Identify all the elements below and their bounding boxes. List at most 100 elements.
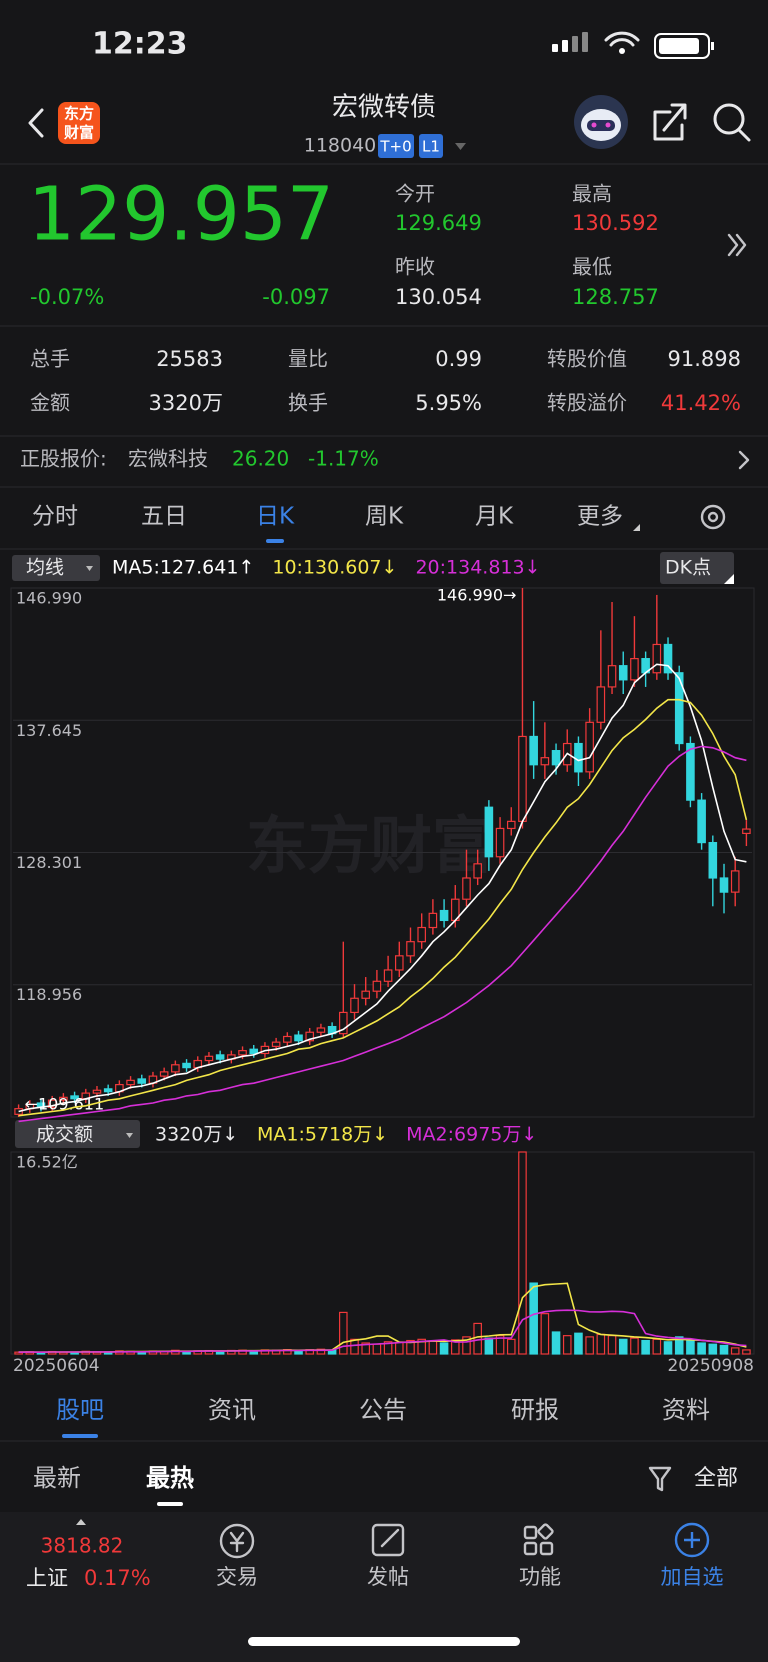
assistant-avatar[interactable]: [574, 95, 628, 149]
content-tab[interactable]: 公告: [359, 1396, 407, 1424]
volume-bar: [551, 1331, 561, 1355]
candle-body: [428, 912, 438, 929]
candle-body: [395, 955, 404, 971]
tab-underline: [266, 539, 284, 543]
content-tab[interactable]: 资讯: [208, 1396, 256, 1424]
volume-bar: [484, 1337, 494, 1355]
period-tab[interactable]: 分时: [32, 504, 78, 530]
volume-bar: [339, 1311, 348, 1355]
x-label: 20250604: [13, 1356, 100, 1376]
index-change[interactable]: 0.17%: [84, 1566, 151, 1590]
candle-body: [630, 658, 639, 681]
feed-tab[interactable]: 最热: [146, 1464, 194, 1492]
candle-body: [730, 870, 740, 893]
candle-body: [271, 1041, 281, 1047]
volume-bar: [719, 1344, 729, 1355]
stock-row-arrow[interactable]: [738, 450, 750, 470]
ma-line: [18, 663, 747, 1113]
candle-body: [14, 1108, 23, 1115]
candle-body: [618, 665, 628, 681]
stat-value: 41.42%: [661, 391, 741, 415]
y-tick-label: 118.956: [16, 985, 82, 1004]
nav-item[interactable]: 发帖: [367, 1565, 409, 1589]
y-tick-label: 146.990: [16, 589, 82, 608]
candle-body: [59, 1096, 68, 1101]
period-tab[interactable]: 日K: [256, 504, 295, 530]
badge: [378, 134, 414, 158]
x-label: 20250908: [667, 1356, 754, 1376]
status-time: 12:23: [92, 27, 188, 62]
candle-body: [171, 1064, 180, 1073]
feed-tab[interactable]: 最新: [33, 1464, 81, 1492]
period-tab[interactable]: 周K: [365, 504, 404, 530]
nav-item[interactable]: 功能: [519, 1565, 561, 1589]
high-annotation: 146.990→: [437, 586, 517, 605]
index-value[interactable]: 3818.82: [41, 1534, 124, 1558]
nav-item[interactable]: 加自选: [661, 1565, 724, 1589]
candle-body: [518, 735, 527, 822]
watermark: 东方财富: [246, 809, 494, 882]
feed-tabs: 最新 最热: [33, 1464, 194, 1506]
low-label: 最低: [572, 255, 612, 279]
candle-body: [585, 721, 594, 773]
candle-body: [383, 969, 393, 982]
volume-bar: [428, 1340, 438, 1355]
content-tab[interactable]: 股吧: [56, 1396, 104, 1424]
indicator-name: 均线: [26, 557, 64, 579]
dropdown-caret[interactable]: [455, 143, 466, 150]
caret: [126, 1133, 133, 1138]
volume-bar: [529, 1282, 538, 1355]
candle-body: [339, 1011, 348, 1035]
nav-icons: [219, 1522, 710, 1559]
content-tab[interactable]: 研报: [511, 1396, 559, 1424]
candle-body: [182, 1062, 191, 1069]
low-value: 128.757: [572, 285, 659, 309]
stat-value: 91.898: [668, 347, 741, 371]
volume-bar: [562, 1335, 572, 1355]
volume-bar: [417, 1338, 426, 1355]
filter-icon[interactable]: [648, 1466, 672, 1492]
dk-button[interactable]: [660, 552, 734, 584]
volume-bar: [540, 1313, 550, 1355]
security-code: 118040: [304, 135, 377, 157]
volume-bar: [395, 1341, 404, 1355]
index-name[interactable]: 上证: [26, 1566, 68, 1590]
volume-bar: [574, 1332, 583, 1355]
share-button[interactable]: [653, 103, 687, 141]
indicator-select[interactable]: [12, 555, 100, 581]
back-button[interactable]: [28, 108, 44, 138]
stat-label: 量比: [288, 347, 328, 371]
volume-bar: [607, 1335, 617, 1355]
candle-body: [506, 820, 516, 830]
ma-line: [18, 698, 748, 1117]
period-tab[interactable]: 月K: [475, 504, 514, 530]
period-tabs: 分时 五日 日K 周K 月K 更多: [32, 504, 640, 543]
period-tab[interactable]: 更多: [577, 504, 623, 530]
content-tab[interactable]: 资料: [662, 1396, 710, 1424]
tab-underline: [62, 1434, 98, 1438]
nav-item[interactable]: 交易: [216, 1565, 258, 1589]
expand-button[interactable]: [727, 233, 747, 257]
y-tick-label: 128.301: [16, 853, 82, 872]
volume-bar: [730, 1347, 740, 1355]
candle-body: [529, 735, 538, 766]
volume-bar: [450, 1339, 460, 1355]
tab-underline: [157, 1502, 183, 1506]
stock-price: 26.20: [232, 447, 289, 471]
stat-value: 0.99: [435, 347, 482, 371]
stat-label: 总手: [30, 347, 70, 371]
prev-close-label: 昨收: [395, 255, 435, 279]
stat-value: 5.95%: [415, 391, 482, 415]
badge-text: L1: [422, 138, 440, 156]
legend-entry: MA5:127.641↑: [112, 557, 254, 579]
settings-button[interactable]: [700, 504, 726, 530]
period-tab[interactable]: 五日: [141, 504, 187, 530]
candle-body: [361, 990, 370, 999]
volume-bar: [630, 1337, 639, 1355]
candle-body: [103, 1088, 113, 1093]
filter-text[interactable]: 全部: [694, 1466, 738, 1491]
indicator-select[interactable]: [15, 1120, 140, 1148]
change: -0.097: [262, 285, 330, 309]
search-button[interactable]: [713, 103, 751, 142]
